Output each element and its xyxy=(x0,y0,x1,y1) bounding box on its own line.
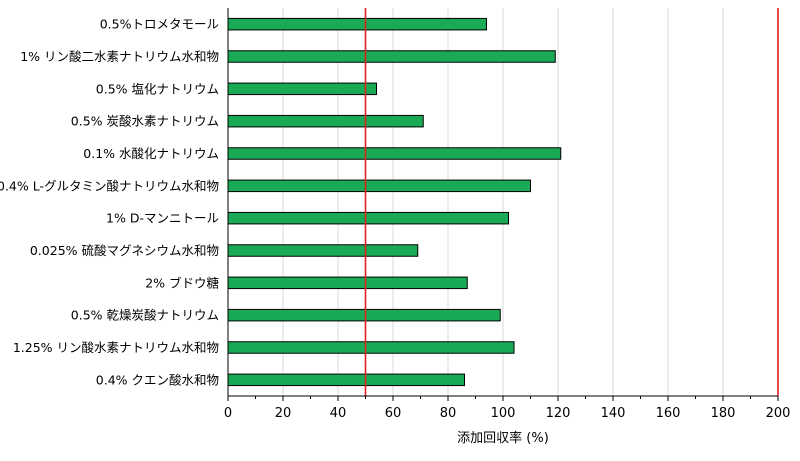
bar-4 xyxy=(227,147,562,160)
x-tick-label-80: 80 xyxy=(440,406,457,421)
category-label-3: 0.5% 炭酸水素ナトリウム xyxy=(71,114,219,129)
category-label-4: 0.1% 水酸化ナトリウム xyxy=(83,146,219,161)
category-label-9: 0.5% 乾燥炭酸ナトリウム xyxy=(71,308,219,323)
bar-6 xyxy=(227,211,509,225)
bar-10 xyxy=(227,341,515,354)
bar-7 xyxy=(227,244,419,257)
bar-1 xyxy=(227,50,556,63)
x-tick-label-120: 120 xyxy=(546,406,571,421)
x-tick-label-180: 180 xyxy=(711,406,736,421)
category-label-1: 1% リン酸二水素ナトリウム水和物 xyxy=(20,49,219,64)
x-tick-label-200: 200 xyxy=(766,406,791,421)
x-tick-label-0: 0 xyxy=(224,406,232,421)
category-label-0: 0.5%トロメタモール xyxy=(100,17,219,32)
category-label-10: 1.25% リン酸水素ナトリウム水和物 xyxy=(13,340,219,355)
x-tick-label-20: 20 xyxy=(275,406,292,421)
bar-8 xyxy=(227,276,468,290)
x-tick-label-100: 100 xyxy=(491,406,516,421)
category-label-6: 1% D-マンニトール xyxy=(106,211,219,226)
x-axis-title: 添加回収率 (%) xyxy=(457,430,549,446)
category-label-8: 2% ブドウ糖 xyxy=(145,275,219,290)
bars-group xyxy=(227,17,562,387)
reference-lines xyxy=(364,8,779,396)
category-label-11: 0.4% クエン酸水和物 xyxy=(96,372,219,387)
bar-2 xyxy=(227,82,377,96)
x-axis: 0 20 40 60 80 100 120 140 160 180 200 xyxy=(224,8,791,421)
bar-5 xyxy=(227,179,531,193)
category-labels: 0.5%トロメタモール 1% リン酸二水素ナトリウム水和物 0.5% 塩化ナトリウム… xyxy=(0,17,219,388)
bar-9 xyxy=(227,308,501,322)
bar-3 xyxy=(227,114,424,128)
category-label-5: 0.4% L-グルタミン酸ナトリウム水和物 xyxy=(0,178,219,193)
x-tick-label-140: 140 xyxy=(601,406,626,421)
category-label-7: 0.025% 硫酸マグネシウム水和物 xyxy=(30,243,219,258)
x-tick-label-160: 160 xyxy=(656,406,681,421)
category-label-2: 0.5% 塩化ナトリウム xyxy=(96,81,219,96)
bar-0 xyxy=(227,17,487,31)
bar-11 xyxy=(227,373,465,387)
x-tick-label-60: 60 xyxy=(385,406,402,421)
x-tick-label-40: 40 xyxy=(330,406,347,421)
grid-lines xyxy=(282,8,779,396)
